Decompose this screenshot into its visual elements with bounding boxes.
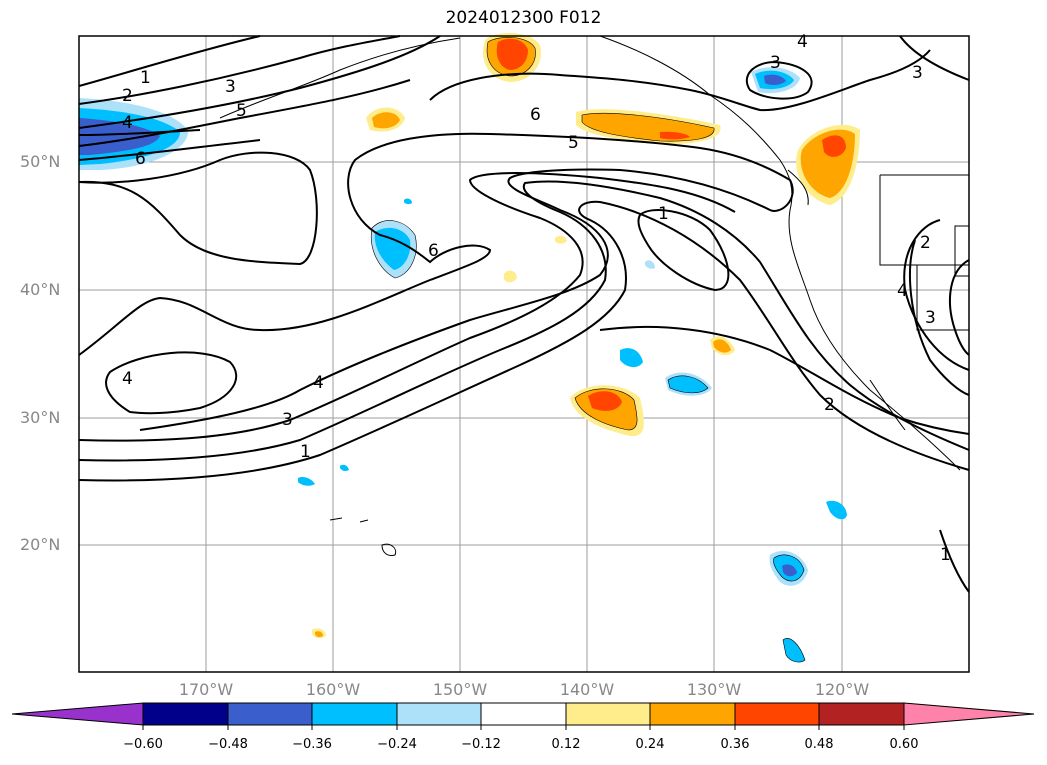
contour-label: 4 [122, 369, 133, 389]
lat-label: 30°N [20, 408, 61, 427]
contour-label: 1 [658, 204, 669, 224]
shaded-field [79, 33, 860, 663]
contour-label: 6 [530, 105, 541, 125]
colorbar-tick-label: −0.60 [123, 737, 163, 752]
colorbar-tick-label: 0.12 [551, 737, 581, 752]
colorbar-tick-label: −0.24 [377, 737, 417, 752]
contour-label: 1 [940, 545, 951, 565]
shaded-outlines [370, 37, 806, 663]
lon-label: 130°W [686, 680, 742, 699]
contour-label: 4 [897, 281, 908, 301]
contour-label: 4 [122, 113, 133, 133]
contour-label: 4 [797, 32, 808, 52]
colorbar-extend-low [11, 702, 144, 726]
colorbar [11, 702, 1035, 730]
lon-label: 170°W [178, 680, 234, 699]
contour-label: 2 [824, 395, 835, 415]
contour-label: 5 [568, 133, 579, 153]
contour-label: 3 [282, 410, 293, 430]
colorbar-tick-label: −0.36 [292, 737, 332, 752]
colorbar-tick-label: 0.36 [720, 737, 750, 752]
contour-label: 1 [300, 442, 311, 462]
contour-label: 5 [236, 101, 247, 121]
contour-label: 2 [920, 233, 931, 253]
contours [78, 35, 970, 593]
contour-label: 3 [925, 308, 936, 328]
lat-label: 20°N [20, 535, 61, 554]
colorbar-tick-label: −0.48 [208, 737, 248, 752]
contour-label: 3 [770, 53, 781, 73]
map-title: 2024012300 F012 [445, 8, 602, 28]
contour-labels: 1 2 3 4 5 6 6 5 1 6 4 3 1 2 4 3 3 4 3 1 … [122, 32, 951, 565]
colorbar-tick-label: 0.24 [635, 737, 665, 752]
colorbar-tick-label: 0.48 [804, 737, 834, 752]
contour-label: 6 [428, 241, 439, 261]
colorbar-extend-high [903, 702, 1035, 726]
lon-label: 140°W [559, 680, 615, 699]
coastlines [219, 35, 970, 556]
lat-label: 40°N [20, 280, 61, 299]
lat-label: 50°N [20, 152, 61, 171]
contour-label: 2 [122, 86, 133, 106]
contour-label: 1 [140, 68, 151, 88]
contour-label: 3 [225, 77, 236, 97]
lon-label: 160°W [305, 680, 361, 699]
colorbar-tick-label: −0.12 [461, 737, 501, 752]
contour-label: 4 [313, 373, 324, 393]
lon-label: 150°W [432, 680, 488, 699]
contour-label: 3 [912, 63, 923, 83]
contour-label: 6 [135, 149, 146, 169]
colorbar-tick-label: 0.60 [889, 737, 919, 752]
lon-label: 120°W [814, 680, 870, 699]
